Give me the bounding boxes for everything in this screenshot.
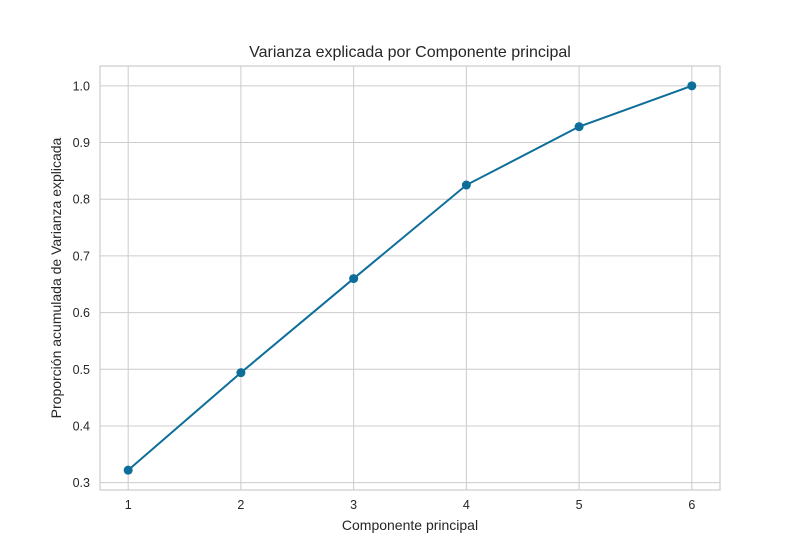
- y-tick-label: 0.9: [73, 136, 90, 150]
- data-point: [123, 465, 133, 475]
- grid: [100, 66, 720, 490]
- y-tick-label: 0.5: [73, 363, 90, 377]
- data-point: [236, 368, 246, 378]
- y-tick-label: 0.3: [73, 476, 90, 490]
- series-layer: [123, 81, 697, 475]
- x-axis-label: Componente principal: [342, 517, 478, 533]
- series-line: [127, 84, 693, 471]
- x-tick-label: 3: [350, 498, 357, 512]
- x-tick-label: 6: [688, 498, 695, 512]
- x-axis-ticks: 1 2 3 4 5 6: [125, 498, 696, 512]
- x-tick-label: 1: [125, 498, 132, 512]
- y-tick-label: 1.0: [73, 79, 90, 93]
- data-point: [574, 122, 584, 132]
- y-tick-label: 0.7: [73, 249, 90, 263]
- y-axis-label: Proporción acumulada de Varianza explica…: [48, 137, 64, 418]
- x-tick-label: 4: [463, 498, 470, 512]
- plot-frame: [99, 65, 721, 491]
- data-point: [687, 81, 697, 91]
- y-axis-ticks: 0.3 0.4 0.5 0.6 0.7 0.8 0.9 1.0: [73, 79, 90, 490]
- y-tick-label: 0.8: [73, 193, 90, 207]
- chart-title: Varianza explicada por Componente princi…: [249, 44, 571, 61]
- x-tick-label: 5: [576, 498, 583, 512]
- data-point: [349, 274, 359, 284]
- x-tick-label: 2: [237, 498, 244, 512]
- data-point: [461, 180, 471, 190]
- y-tick-label: 0.6: [73, 306, 90, 320]
- y-tick-label: 0.4: [73, 419, 90, 433]
